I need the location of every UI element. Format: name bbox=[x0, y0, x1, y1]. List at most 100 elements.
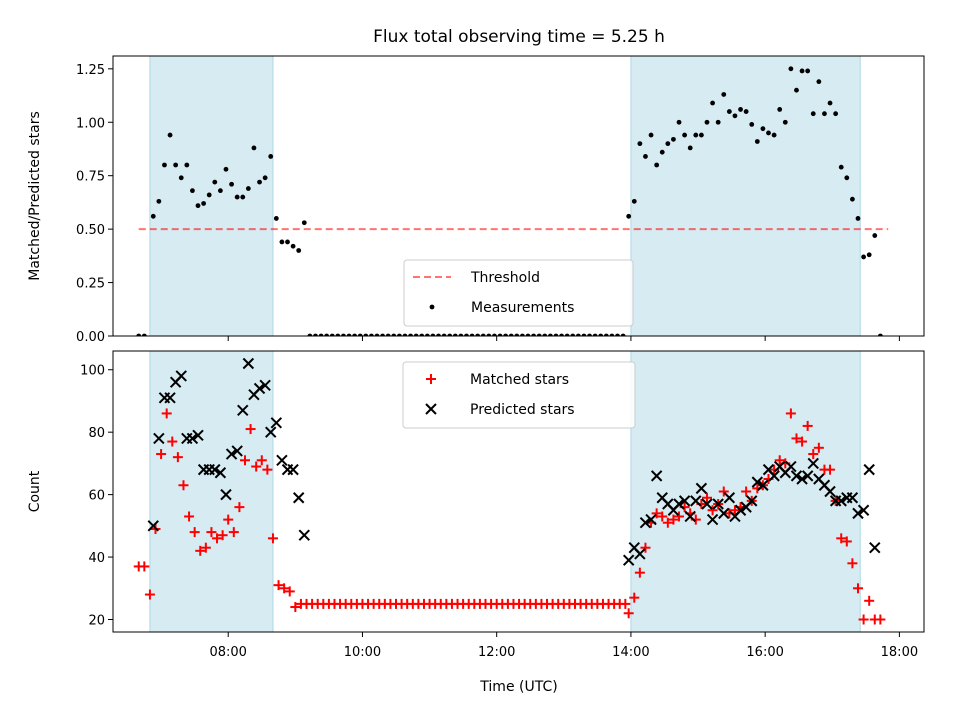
measurement-point bbox=[229, 181, 234, 187]
predicted-star-marker bbox=[690, 495, 702, 507]
matched-star-marker bbox=[144, 589, 155, 600]
measurement-point bbox=[637, 141, 643, 147]
measurement-point bbox=[497, 333, 503, 336]
measurement-point bbox=[788, 66, 794, 72]
measurement-point bbox=[609, 333, 615, 336]
matched-star-marker bbox=[167, 436, 178, 447]
matched-star-marker bbox=[808, 449, 819, 460]
matched-star-marker bbox=[161, 408, 172, 419]
measurement-point bbox=[749, 121, 755, 127]
measurement-point bbox=[726, 109, 732, 114]
measurement-point bbox=[141, 333, 147, 336]
predicted-star-marker bbox=[164, 392, 176, 404]
measurement-point bbox=[352, 333, 358, 336]
measurement-point bbox=[620, 333, 626, 336]
matched-star-marker bbox=[139, 561, 150, 572]
predicted-star-marker bbox=[209, 463, 221, 476]
predicted-star-marker bbox=[785, 460, 797, 473]
predicted-star-marker bbox=[298, 529, 310, 541]
measurement-point bbox=[458, 333, 464, 336]
legend-box bbox=[402, 361, 636, 429]
predicted-star-marker bbox=[175, 370, 187, 382]
measurement-point bbox=[693, 132, 699, 138]
measurement-point bbox=[603, 333, 609, 336]
matched-star-marker bbox=[273, 580, 284, 591]
predicted-star-marker bbox=[835, 495, 847, 507]
plot-frame bbox=[112, 350, 925, 633]
measurement-point bbox=[329, 333, 335, 336]
matched-star-marker bbox=[657, 511, 668, 522]
predicted-star-marker bbox=[734, 504, 747, 516]
legend-measurements-swatch bbox=[429, 304, 435, 310]
measurement-point bbox=[715, 119, 721, 125]
predicted-star-marker bbox=[645, 513, 657, 526]
measurement-point bbox=[598, 333, 604, 336]
predicted-star-marker bbox=[220, 488, 232, 501]
measurement-point bbox=[687, 145, 693, 151]
matched-star-marker bbox=[212, 533, 223, 544]
measurement-point bbox=[313, 333, 318, 336]
measurement-point bbox=[643, 154, 648, 159]
measurement-point bbox=[766, 130, 771, 136]
measurement-point bbox=[520, 333, 525, 336]
measurement-point bbox=[838, 164, 844, 170]
predicted-star-marker bbox=[253, 382, 266, 395]
measurement-point bbox=[136, 333, 142, 336]
predicted-star-marker bbox=[634, 548, 646, 560]
measurement-point bbox=[872, 233, 878, 238]
measurement-point bbox=[844, 175, 850, 181]
matched-star-marker bbox=[662, 517, 673, 528]
measurement-point bbox=[251, 145, 257, 151]
matched-star-marker bbox=[223, 514, 234, 525]
predicted-star-marker bbox=[706, 513, 719, 526]
matched-star-marker bbox=[228, 527, 239, 538]
measurement-point bbox=[564, 333, 570, 336]
matched-star-marker bbox=[858, 614, 869, 625]
y-tick-label: 80 bbox=[88, 426, 105, 441]
measurement-point bbox=[268, 154, 274, 159]
measurement-point bbox=[525, 333, 531, 336]
measurement-point bbox=[178, 175, 184, 181]
measurement-point bbox=[419, 333, 425, 336]
measurement-point bbox=[570, 333, 576, 336]
measurement-point bbox=[542, 333, 548, 336]
predicted-star-marker bbox=[639, 517, 652, 529]
measurement-point bbox=[665, 141, 671, 147]
predicted-star-marker bbox=[259, 379, 271, 392]
predicted-star-marker bbox=[869, 541, 881, 554]
matched-star-marker bbox=[262, 464, 273, 475]
measurement-point bbox=[318, 333, 324, 336]
measurement-point bbox=[626, 213, 632, 219]
measurement-point bbox=[682, 132, 688, 138]
measurement-point bbox=[436, 333, 441, 336]
legend: Threshold Measurements bbox=[403, 259, 634, 327]
predicted-star-marker bbox=[846, 492, 859, 504]
legend-label: Predicted stars bbox=[470, 402, 575, 418]
matched-star-marker bbox=[774, 455, 785, 466]
bottom-panel: 08:00 10:00 12:00 14:00 16:00 18:00 20 40 60 80 10… bbox=[27, 350, 925, 660]
predicted-star-marker bbox=[231, 445, 243, 457]
predicted-star-marker bbox=[287, 463, 299, 476]
measurement-point bbox=[441, 333, 447, 336]
matched-star-marker bbox=[251, 461, 262, 472]
measurement-point bbox=[206, 192, 212, 198]
matched-star-marker bbox=[178, 480, 189, 491]
measurement-point bbox=[587, 333, 592, 336]
matched-star-marker bbox=[620, 598, 631, 609]
measurement-point bbox=[648, 132, 654, 138]
matched-star-marker bbox=[718, 486, 729, 497]
y-tick-label: 0.00 bbox=[76, 330, 105, 345]
measurement-point bbox=[631, 198, 637, 204]
legend-label: Threshold bbox=[470, 270, 540, 286]
measurement-point bbox=[866, 252, 872, 258]
matched-star-marker bbox=[290, 602, 301, 613]
measurement-point bbox=[547, 333, 553, 336]
matched-star-marker bbox=[701, 492, 712, 503]
predicted-star-marker bbox=[622, 554, 635, 566]
measurement-point bbox=[782, 119, 788, 125]
predicted-star-marker bbox=[276, 454, 288, 466]
predicted-star-marker bbox=[684, 510, 696, 523]
matched-star-marker bbox=[256, 455, 267, 466]
predicted-star-marker bbox=[790, 470, 803, 482]
